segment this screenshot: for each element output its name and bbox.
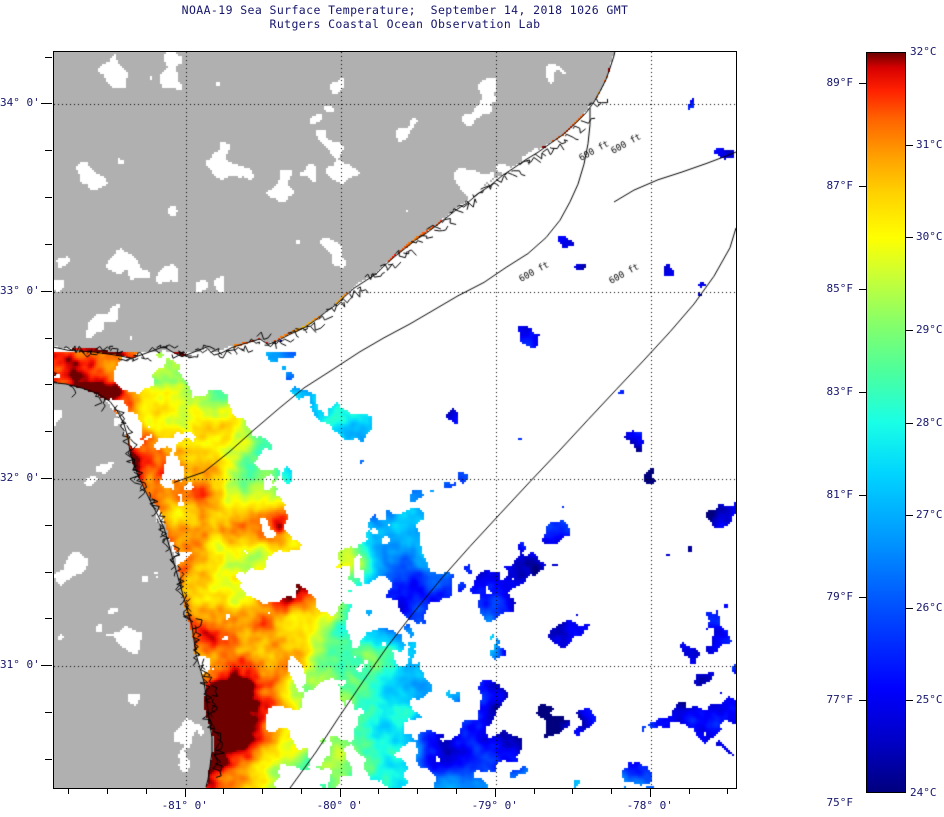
axis-tick-y <box>41 665 52 666</box>
title-line-2: Rutgers Coastal Ocean Observation Lab <box>269 16 541 31</box>
colorbar-tick-f <box>859 392 866 393</box>
colorbar-tick-c <box>906 237 913 238</box>
axis-tick-x <box>146 788 147 794</box>
colorbar-label-celsius: 25°C <box>916 693 943 707</box>
colorbar-label-fahrenheit: 77°F <box>826 693 854 707</box>
axis-tick-y <box>41 291 52 292</box>
axis-label-y: 32° 0' <box>0 470 40 484</box>
axis-tick-y <box>45 572 52 573</box>
sst-raster <box>54 52 736 788</box>
colorbar-label-celsius: 31°C <box>916 137 943 151</box>
axis-tick-y <box>45 244 52 245</box>
colorbar-label-celsius: 27°C <box>916 508 943 522</box>
colorbar-label-fahrenheit: 83°F <box>826 384 854 398</box>
axis-label-x: -78° 0' <box>626 799 673 812</box>
colorbar-label-fahrenheit: 87°F <box>826 178 854 192</box>
axis-tick-y <box>45 150 52 151</box>
axis-tick-y <box>45 759 52 760</box>
axis-tick-x <box>534 788 535 794</box>
axis-tick-x <box>107 788 108 794</box>
axis-tick-y <box>45 197 52 198</box>
colorbar-tick-f <box>859 83 866 84</box>
colorbar-label-celsius: 29°C <box>916 322 943 336</box>
axis-tick-y <box>45 431 52 432</box>
axis-tick-x <box>650 788 651 797</box>
axis-tick-x <box>301 788 302 794</box>
axis-tick-x <box>68 788 69 794</box>
axis-tick-x <box>262 788 263 794</box>
axis-tick-y <box>45 712 52 713</box>
axis-label-y: 33° 0' <box>0 283 40 297</box>
colorbar-tick-c <box>906 608 913 609</box>
colorbar-label-fahrenheit: 89°F <box>826 75 854 89</box>
colorbar-tick-f <box>859 495 866 496</box>
axis-tick-x <box>495 788 496 797</box>
colorbar-label-fahrenheit: 81°F <box>826 487 854 501</box>
colorbar <box>866 52 906 793</box>
colorbar-tick-f <box>859 700 866 701</box>
colorbar-tick-c <box>906 700 913 701</box>
axis-label-x: -79° 0' <box>471 799 518 812</box>
axis-label-x: -80° 0' <box>316 799 363 812</box>
map-plot-area[interactable] <box>53 51 737 789</box>
colorbar-label-celsius: 24°C <box>910 786 937 799</box>
axis-label-y: 31° 0' <box>0 658 40 672</box>
axis-tick-x <box>340 788 341 797</box>
colorbar-gradient <box>867 53 905 792</box>
axis-tick-y <box>45 525 52 526</box>
colorbar-tick-f <box>859 186 866 187</box>
title-line-1: NOAA-19 Sea Surface Temperature; Septemb… <box>181 3 629 17</box>
colorbar-label-celsius: 26°C <box>916 600 943 614</box>
colorbar-label-celsius: 32°C <box>910 45 937 58</box>
colorbar-label-celsius: 30°C <box>916 230 943 244</box>
axis-tick-y <box>45 618 52 619</box>
axis-tick-x <box>689 788 690 794</box>
chart-title: NOAA-19 Sea Surface Temperature; Septemb… <box>0 3 810 31</box>
colorbar-label-celsius: 28°C <box>916 415 943 429</box>
axis-label-x: -81° 0' <box>161 799 208 812</box>
colorbar-tick-f <box>859 289 866 290</box>
colorbar-tick-c <box>906 330 913 331</box>
colorbar-tick-c <box>906 423 913 424</box>
axis-tick-y <box>45 384 52 385</box>
axis-label-y: 34° 0' <box>0 96 40 110</box>
axis-tick-x <box>223 788 224 794</box>
axis-tick-x <box>727 788 728 794</box>
axis-tick-y <box>41 103 52 104</box>
axis-tick-x <box>185 788 186 797</box>
colorbar-tick-c <box>906 515 913 516</box>
colorbar-label-fahrenheit: 85°F <box>826 281 854 295</box>
colorbar-label-fahrenheit: 79°F <box>826 590 854 604</box>
axis-tick-x <box>572 788 573 794</box>
axis-tick-y <box>41 478 52 479</box>
axis-tick-x <box>456 788 457 794</box>
colorbar-tick-c <box>906 145 913 146</box>
axis-tick-y <box>45 57 52 58</box>
axis-tick-x <box>378 788 379 794</box>
axis-tick-y <box>45 338 52 339</box>
colorbar-label-fahrenheit: 75°F <box>826 796 854 810</box>
axis-tick-x <box>611 788 612 794</box>
colorbar-tick-f <box>859 597 866 598</box>
axis-tick-x <box>417 788 418 794</box>
